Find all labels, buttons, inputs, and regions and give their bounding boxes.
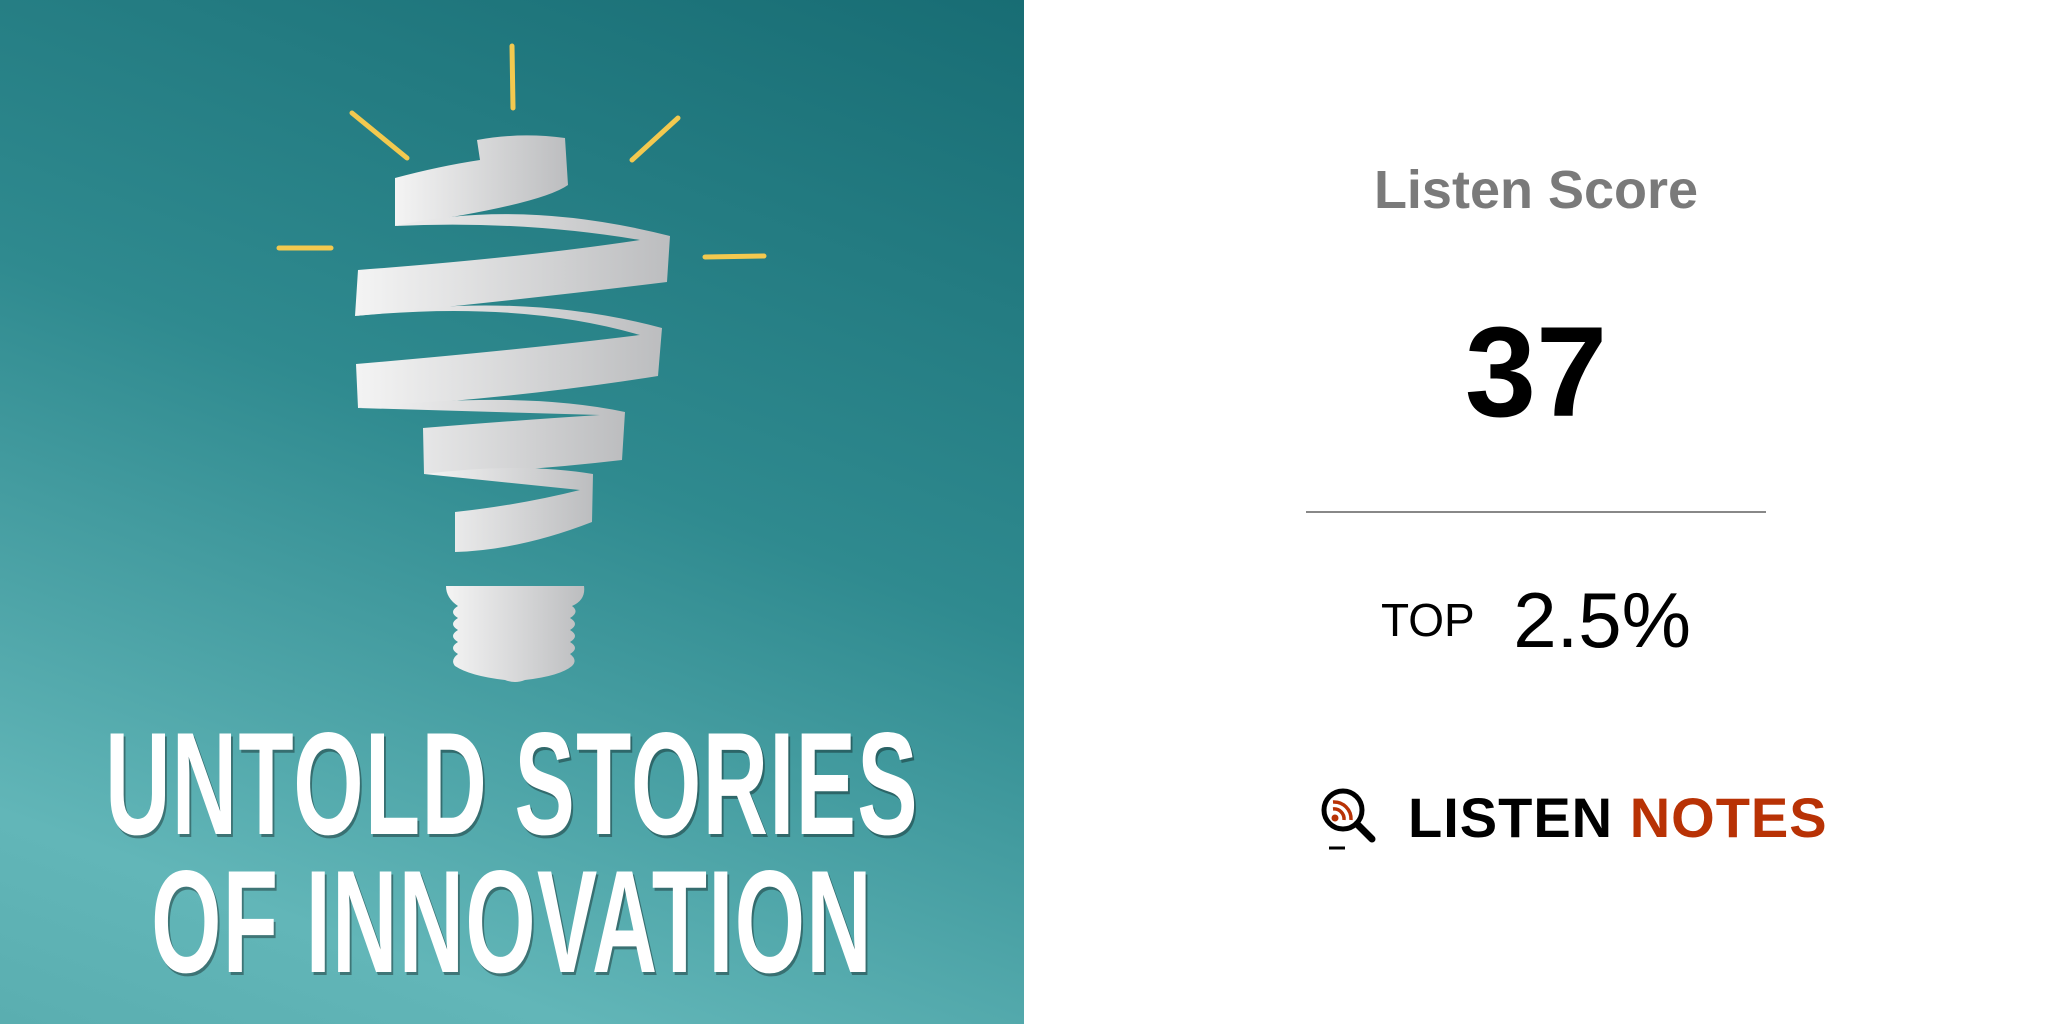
podcast-cover-art: UNTOLD STORIES OF INNOVATION — [0, 0, 1024, 1024]
logo-word-listen: LISTEN — [1408, 786, 1614, 849]
magnifier-rss-icon — [1321, 788, 1376, 849]
rank-label: TOP — [1381, 594, 1475, 646]
lightbulb-illustration — [276, 43, 767, 682]
listen-score-panel: Listen Score 37 TOP 2.5% LISTEN NOTES — [1024, 0, 2048, 1024]
ribbon-spiral — [355, 135, 670, 552]
rank-row: TOP 2.5% — [1024, 575, 2048, 665]
cover-title-line-2: OF INNOVATION — [151, 840, 873, 1003]
listen-notes-logo: LISTEN NOTES — [1318, 785, 1828, 850]
listen-score-label: Listen Score — [1373, 160, 1699, 220]
bulb-base — [446, 586, 585, 682]
logo-wordmark: LISTEN NOTES — [1408, 785, 1828, 850]
listen-score-value: 37 — [1464, 301, 1608, 444]
rank-value: 2.5% — [1513, 576, 1691, 664]
divider — [1306, 511, 1766, 513]
cover-title-line-1: UNTOLD STORIES — [105, 702, 919, 865]
light-rays — [276, 43, 767, 260]
logo-word-notes: NOTES — [1629, 786, 1828, 849]
